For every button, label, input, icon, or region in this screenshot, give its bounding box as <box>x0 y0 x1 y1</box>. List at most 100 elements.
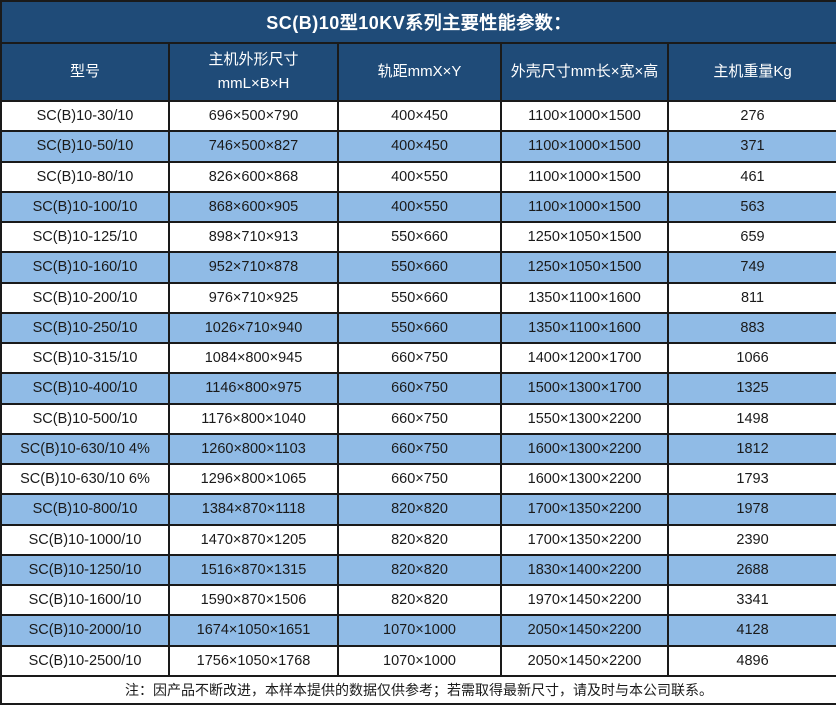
table-cell-model: SC(B)10-250/10 <box>0 311 170 345</box>
table-row: SC(B)10-400/10 1146×800×975 660×750 1500×13… <box>0 372 836 405</box>
column-header-rail-gauge: 轨距mmX×Y <box>337 42 502 102</box>
table-row: SC(B)10-50/10 746×500×827 400×450 1100×1000… <box>0 130 836 163</box>
table-cell-weight: 3341 <box>666 583 836 617</box>
table-cell-model: SC(B)10-800/10 <box>0 493 170 526</box>
table-cell-shell-dimensions: 1100×1000×1500 <box>500 160 669 193</box>
table-cell-weight: 4896 <box>666 644 836 677</box>
table-cell-rail-gauge: 400×550 <box>337 190 502 224</box>
table-row: SC(B)10-100/10 868×600×905 400×550 1100×100… <box>0 190 836 224</box>
table-cell-shell-dimensions: 2050×1450×2200 <box>500 644 669 677</box>
table-cell-main-dimensions: 868×600×905 <box>168 190 339 224</box>
table-cell-rail-gauge: 550×660 <box>337 251 502 284</box>
table-cell-model: SC(B)10-2500/10 <box>0 644 170 677</box>
table-row: SC(B)10-315/10 1084×800×945 660×750 1400×12… <box>0 341 836 375</box>
table-cell-model: SC(B)10-1250/10 <box>0 553 170 587</box>
table-cell-main-dimensions: 976×710×925 <box>168 281 339 314</box>
table-cell-main-dimensions: 1516×870×1315 <box>168 553 339 587</box>
table-cell-weight: 1498 <box>666 402 836 435</box>
table-cell-rail-gauge: 550×660 <box>337 281 502 314</box>
table-cell-weight: 371 <box>666 130 836 163</box>
table-cell-main-dimensions: 1026×710×940 <box>168 311 339 345</box>
table-cell-model: SC(B)10-160/10 <box>0 251 170 284</box>
table-row: SC(B)10-2000/10 1674×1050×1651 1070×1000 20… <box>0 614 836 647</box>
table-cell-model: SC(B)10-2000/10 <box>0 614 170 647</box>
table-cell-model: SC(B)10-630/10 4% <box>0 432 170 466</box>
table-cell-main-dimensions: 746×500×827 <box>168 130 339 163</box>
table-cell-rail-gauge: 550×660 <box>337 220 502 254</box>
table-header-row: 型号 主机外形尺寸 mmL×B×H 轨距mmX×Y 外壳尺寸mm长×宽×高 主机… <box>0 42 836 102</box>
column-header-model: 型号 <box>0 42 170 102</box>
table-row: SC(B)10-2500/10 1756×1050×1768 1070×1000 20… <box>0 644 836 677</box>
table-cell-weight: 749 <box>666 251 836 284</box>
table-cell-main-dimensions: 1084×800×945 <box>168 341 339 375</box>
table-cell-main-dimensions: 952×710×878 <box>168 251 339 284</box>
table-cell-main-dimensions: 1296×800×1065 <box>168 462 339 496</box>
table-cell-shell-dimensions: 1700×1350×2200 <box>500 493 669 526</box>
table-cell-weight: 276 <box>666 99 836 133</box>
table-cell-shell-dimensions: 1600×1300×2200 <box>500 462 669 496</box>
table-cell-rail-gauge: 820×820 <box>337 493 502 526</box>
table-cell-weight: 1793 <box>666 462 836 496</box>
table-cell-shell-dimensions: 1350×1100×1600 <box>500 311 669 345</box>
table-cell-rail-gauge: 660×750 <box>337 402 502 435</box>
table-cell-model: SC(B)10-200/10 <box>0 281 170 314</box>
table-cell-model: SC(B)10-1000/10 <box>0 523 170 556</box>
table-cell-weight: 461 <box>666 160 836 193</box>
table-cell-model: SC(B)10-50/10 <box>0 130 170 163</box>
column-header-weight: 主机重量Kg <box>666 42 836 102</box>
table-row: SC(B)10-500/10 1176×800×1040 660×750 1550×1… <box>0 402 836 435</box>
table-row: SC(B)10-125/10 898×710×913 550×660 1250×105… <box>0 220 836 254</box>
table-row: SC(B)10-630/10 6% 1296×800×1065 660×750 160… <box>0 462 836 496</box>
page-title: SC(B)10型10KV系列主要性能参数： <box>0 0 836 44</box>
table-cell-weight: 2390 <box>666 523 836 556</box>
table-cell-weight: 1325 <box>666 372 836 405</box>
table-cell-main-dimensions: 1590×870×1506 <box>168 583 339 617</box>
table-row: SC(B)10-30/10 696×500×790 400×450 1100×1000… <box>0 99 836 133</box>
table-cell-rail-gauge: 660×750 <box>337 372 502 405</box>
table-cell-main-dimensions: 1176×800×1040 <box>168 402 339 435</box>
table-row: SC(B)10-630/10 4% 1260×800×1103 660×750 160… <box>0 432 836 466</box>
table-cell-weight: 659 <box>666 220 836 254</box>
table-cell-shell-dimensions: 1100×1000×1500 <box>500 130 669 163</box>
table-cell-rail-gauge: 1070×1000 <box>337 644 502 677</box>
footer-note-row: 注：因产品不断改进，本样本提供的数据仅供参考；若需取得最新尺寸，请及时与本公司联… <box>0 675 836 705</box>
table-cell-shell-dimensions: 1400×1200×1700 <box>500 341 669 375</box>
table-cell-weight: 4128 <box>666 614 836 647</box>
table-row: SC(B)10-1250/10 1516×870×1315 820×820 1830×… <box>0 553 836 587</box>
table-cell-rail-gauge: 820×820 <box>337 583 502 617</box>
table-row: SC(B)10-250/10 1026×710×940 550×660 1350×11… <box>0 311 836 345</box>
table-cell-rail-gauge: 660×750 <box>337 462 502 496</box>
table-cell-weight: 883 <box>666 311 836 345</box>
title-bar: SC(B)10型10KV系列主要性能参数： <box>0 0 836 44</box>
table-cell-main-dimensions: 1470×870×1205 <box>168 523 339 556</box>
table-cell-main-dimensions: 1384×870×1118 <box>168 493 339 526</box>
table-cell-rail-gauge: 400×450 <box>337 99 502 133</box>
table-cell-rail-gauge: 1070×1000 <box>337 614 502 647</box>
table-cell-weight: 1066 <box>666 341 836 375</box>
table-cell-model: SC(B)10-1600/10 <box>0 583 170 617</box>
table-cell-model: SC(B)10-80/10 <box>0 160 170 193</box>
table-cell-rail-gauge: 660×750 <box>337 341 502 375</box>
table-cell-rail-gauge: 820×820 <box>337 553 502 587</box>
table-cell-model: SC(B)10-630/10 6% <box>0 462 170 496</box>
table-cell-shell-dimensions: 2050×1450×2200 <box>500 614 669 647</box>
table-cell-shell-dimensions: 1700×1350×2200 <box>500 523 669 556</box>
table-cell-model: SC(B)10-315/10 <box>0 341 170 375</box>
table-cell-shell-dimensions: 1250×1050×1500 <box>500 251 669 284</box>
table-cell-shell-dimensions: 1500×1300×1700 <box>500 372 669 405</box>
table-row: SC(B)10-1000/10 1470×870×1205 820×820 1700×… <box>0 523 836 556</box>
table-cell-main-dimensions: 898×710×913 <box>168 220 339 254</box>
table-cell-main-dimensions: 696×500×790 <box>168 99 339 133</box>
table-cell-shell-dimensions: 1100×1000×1500 <box>500 99 669 133</box>
table-cell-model: SC(B)10-400/10 <box>0 372 170 405</box>
table-cell-main-dimensions: 1756×1050×1768 <box>168 644 339 677</box>
table-cell-weight: 1812 <box>666 432 836 466</box>
table-row: SC(B)10-1600/10 1590×870×1506 820×820 1970×… <box>0 583 836 617</box>
table-cell-shell-dimensions: 1600×1300×2200 <box>500 432 669 466</box>
table-cell-model: SC(B)10-100/10 <box>0 190 170 224</box>
column-header-main-dimensions: 主机外形尺寸 mmL×B×H <box>168 42 339 102</box>
table-row: SC(B)10-160/10 952×710×878 550×660 1250×105… <box>0 251 836 284</box>
table-body: SC(B)10-30/10 696×500×790 400×450 1100×1000… <box>0 99 836 677</box>
table-cell-model: SC(B)10-30/10 <box>0 99 170 133</box>
